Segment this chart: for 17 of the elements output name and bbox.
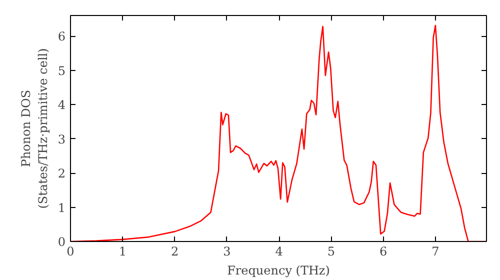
y-tick-label: 6 [58, 30, 66, 44]
x-tick-label: 1 [118, 244, 126, 258]
x-tick-label: 3 [223, 244, 231, 258]
x-tick-label: 5 [327, 244, 335, 258]
y-tick-label: 0 [58, 235, 66, 249]
y-tick-label: 2 [58, 166, 66, 181]
x-tick-label: 6 [379, 244, 388, 258]
x-tick-label: 2 [170, 244, 179, 258]
y-tick-label: 4 [58, 98, 66, 112]
x-axis-title: Frequency (THz) [227, 264, 330, 278]
x-tick-label: 0 [66, 244, 74, 258]
y-tick-label: 3 [58, 132, 66, 146]
x-tick-label: 7 [432, 244, 440, 258]
y-tick-label: 5 [58, 64, 66, 78]
x-tick-label: 4 [275, 244, 284, 258]
y-tick-label: 1 [58, 200, 66, 215]
y-axis-title: Phonon DOS (States/THz·primitive cell) [19, 48, 50, 209]
